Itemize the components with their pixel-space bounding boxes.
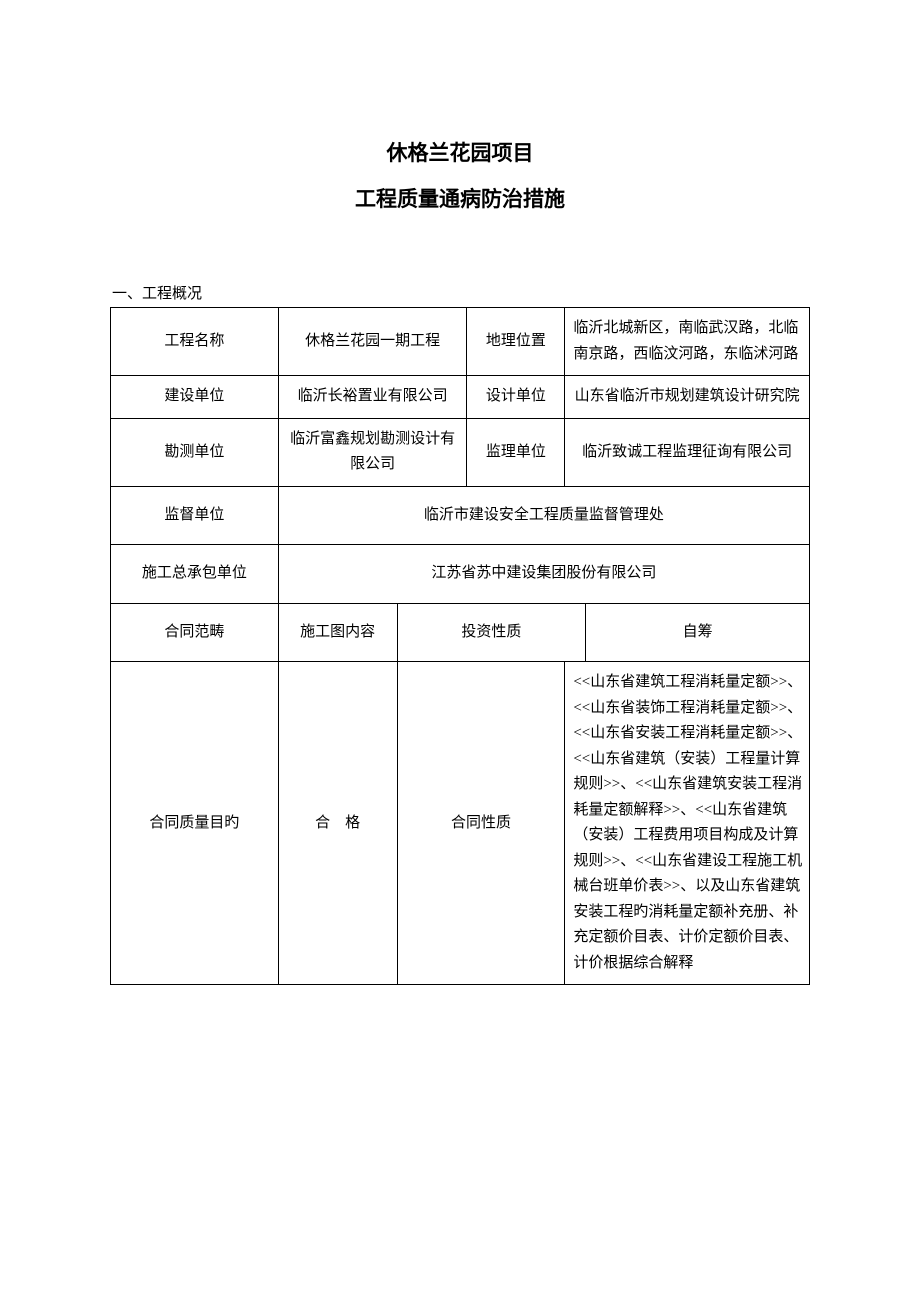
cell-label: 监理单位 <box>467 418 565 486</box>
cell-label: 投资性质 <box>397 603 586 662</box>
cell-label: 勘测单位 <box>111 418 279 486</box>
cell-value: <<山东省建筑工程消耗量定额>>、<<山东省装饰工程消耗量定额>>、<<山东省安… <box>565 662 810 985</box>
cell-label: 地理位置 <box>467 308 565 376</box>
section-heading: 一、工程概况 <box>110 282 810 303</box>
document-title-block: 休格兰花园项目 工程质量通病防治措施 <box>110 130 810 222</box>
table-row: 合同范畴 施工图内容 投资性质 自筹 <box>111 603 810 662</box>
cell-value: 山东省临沂市规划建筑设计研究院 <box>565 376 810 419</box>
cell-label: 设计单位 <box>467 376 565 419</box>
title-line-2: 工程质量通病防治措施 <box>110 176 810 222</box>
cell-label: 合同质量目旳 <box>111 662 279 985</box>
cell-value: 临沂长裕置业有限公司 <box>278 376 467 419</box>
cell-label: 建设单位 <box>111 376 279 419</box>
cell-value: 施工图内容 <box>278 603 397 662</box>
table-row: 建设单位 临沂长裕置业有限公司 设计单位 山东省临沂市规划建筑设计研究院 <box>111 376 810 419</box>
cell-value: 临沂北城新区，南临武汉路，北临南京路，西临汶河路，东临沭河路 <box>565 308 810 376</box>
cell-label: 监督单位 <box>111 486 279 545</box>
cell-value: 临沂市建设安全工程质量监督管理处 <box>278 486 809 545</box>
cell-value: 休格兰花园一期工程 <box>278 308 467 376</box>
table-row: 勘测单位 临沂富鑫规划勘测设计有限公司 监理单位 临沂致诚工程监理征询有限公司 <box>111 418 810 486</box>
cell-label: 工程名称 <box>111 308 279 376</box>
cell-label: 合同性质 <box>397 662 565 985</box>
table-row: 合同质量目旳 合 格 合同性质 <<山东省建筑工程消耗量定额>>、<<山东省装饰… <box>111 662 810 985</box>
project-overview-table: 工程名称 休格兰花园一期工程 地理位置 临沂北城新区，南临武汉路，北临南京路，西… <box>110 307 810 985</box>
table-row: 施工总承包单位 江苏省苏中建设集团股份有限公司 <box>111 545 810 604</box>
title-line-1: 休格兰花园项目 <box>110 130 810 176</box>
cell-value: 临沂富鑫规划勘测设计有限公司 <box>278 418 467 486</box>
cell-label: 施工总承包单位 <box>111 545 279 604</box>
cell-value: 临沂致诚工程监理征询有限公司 <box>565 418 810 486</box>
table-row: 工程名称 休格兰花园一期工程 地理位置 临沂北城新区，南临武汉路，北临南京路，西… <box>111 308 810 376</box>
cell-value: 自筹 <box>586 603 810 662</box>
cell-value: 合 格 <box>278 662 397 985</box>
table-row: 监督单位 临沂市建设安全工程质量监督管理处 <box>111 486 810 545</box>
cell-value: 江苏省苏中建设集团股份有限公司 <box>278 545 809 604</box>
cell-label: 合同范畴 <box>111 603 279 662</box>
